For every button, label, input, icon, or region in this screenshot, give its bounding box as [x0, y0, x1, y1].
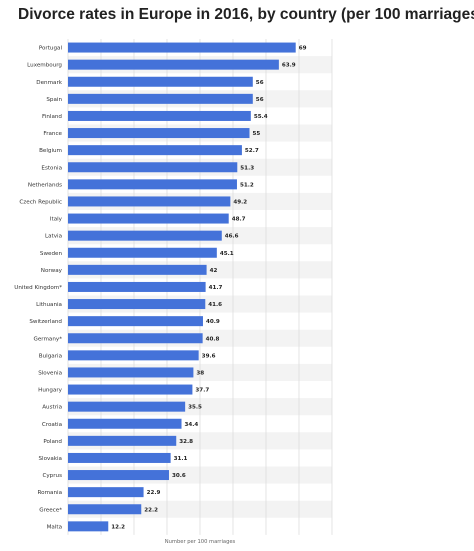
bar — [68, 418, 182, 429]
bars — [68, 42, 296, 532]
value-label: 32.8 — [179, 439, 193, 445]
bar — [68, 247, 217, 258]
value-label: 69 — [299, 46, 307, 52]
value-label: 22.2 — [144, 507, 158, 513]
category-label: Belgium — [39, 148, 62, 154]
category-label: United Kingdom* — [14, 285, 62, 291]
bar — [68, 196, 231, 207]
category-label: Czech Republic — [19, 199, 62, 205]
value-label: 48.7 — [232, 217, 246, 223]
category-label: Slovenia — [38, 370, 62, 376]
value-label: 41.7 — [209, 285, 223, 291]
category-label: Austria — [42, 405, 62, 411]
bar — [68, 487, 144, 498]
category-label: Finland — [42, 114, 62, 120]
value-label: 63.9 — [282, 63, 296, 69]
bar — [68, 213, 229, 224]
bar — [68, 401, 186, 412]
value-label: 45.1 — [220, 251, 234, 257]
category-label: Croatia — [42, 422, 62, 428]
category-label: Portugal — [39, 46, 63, 52]
value-label: 37.7 — [195, 388, 209, 394]
value-label: 12.2 — [111, 524, 125, 530]
bar — [68, 179, 237, 190]
bar — [68, 470, 169, 481]
category-label: Latvia — [45, 234, 62, 240]
value-label: 30.6 — [172, 473, 186, 479]
bar — [68, 435, 177, 446]
category-label: Romania — [38, 490, 62, 496]
category-label: Estonia — [41, 165, 62, 171]
bar — [68, 316, 203, 327]
category-label: Germany* — [33, 336, 62, 342]
value-label: 34.4 — [185, 422, 199, 428]
value-label: 56 — [256, 80, 264, 86]
value-labels: 69 63.9 56 56 55.4 55 52.7 51.3 51.2 49.2 48.7 46.6… — [111, 46, 306, 531]
category-label: Sweden — [40, 251, 63, 257]
bar — [68, 128, 250, 139]
category-label: Lithuania — [36, 302, 62, 308]
value-label: 22.9 — [147, 490, 161, 496]
bar — [68, 264, 207, 275]
category-label: Norway — [41, 268, 63, 274]
category-label: Slovakia — [39, 456, 63, 462]
bar — [68, 521, 109, 532]
value-label: 49.2 — [233, 199, 247, 205]
category-label: Cyprus — [42, 473, 62, 479]
bar — [68, 384, 193, 395]
bar — [68, 162, 238, 173]
category-label: Luxembourg — [27, 63, 62, 69]
x-axis-title: Number per 100 marriages — [165, 539, 236, 545]
value-label: 55 — [253, 131, 261, 137]
category-label: Hungary — [38, 388, 63, 394]
value-label: 56 — [256, 97, 264, 103]
bar — [68, 93, 253, 104]
value-label: 55.4 — [254, 114, 268, 120]
value-label: 40.8 — [206, 336, 220, 342]
category-label: Bulgaria — [39, 353, 62, 359]
category-label: Poland — [43, 439, 62, 445]
value-label: 31.1 — [174, 456, 188, 462]
bar — [68, 333, 203, 344]
bar — [68, 76, 253, 87]
category-label: Greece* — [39, 507, 62, 513]
bar — [68, 145, 242, 156]
bar — [68, 367, 194, 378]
value-label: 39.6 — [202, 353, 216, 359]
value-label: 52.7 — [245, 148, 259, 154]
bar — [68, 504, 142, 515]
bar — [68, 350, 199, 361]
value-label: 46.6 — [225, 234, 239, 240]
bar — [68, 299, 206, 310]
chart-title: Divorce rates in Europe in 2016, by coun… — [18, 6, 474, 23]
category-label: France — [43, 131, 62, 137]
bar — [68, 110, 251, 121]
category-label: Italy — [50, 217, 63, 223]
value-label: 40.9 — [206, 319, 220, 325]
bar — [68, 230, 222, 241]
bar — [68, 59, 279, 70]
bar — [68, 42, 296, 53]
value-label: 41.6 — [208, 302, 222, 308]
value-label: 42 — [210, 268, 218, 274]
category-labels: Portugal Luxembourg Denmark Spain Finland Fra… — [14, 46, 62, 531]
value-label: 51.2 — [240, 182, 254, 188]
category-label: Netherlands — [28, 182, 62, 188]
category-label: Malta — [47, 524, 62, 530]
value-label: 51.3 — [240, 165, 254, 171]
bar — [68, 452, 171, 463]
category-label: Denmark — [36, 80, 62, 86]
value-label: 35.5 — [188, 405, 202, 411]
bar — [68, 281, 206, 292]
value-label: 38 — [196, 370, 204, 376]
category-label: Switzerland — [29, 319, 62, 325]
category-label: Spain — [46, 97, 62, 103]
